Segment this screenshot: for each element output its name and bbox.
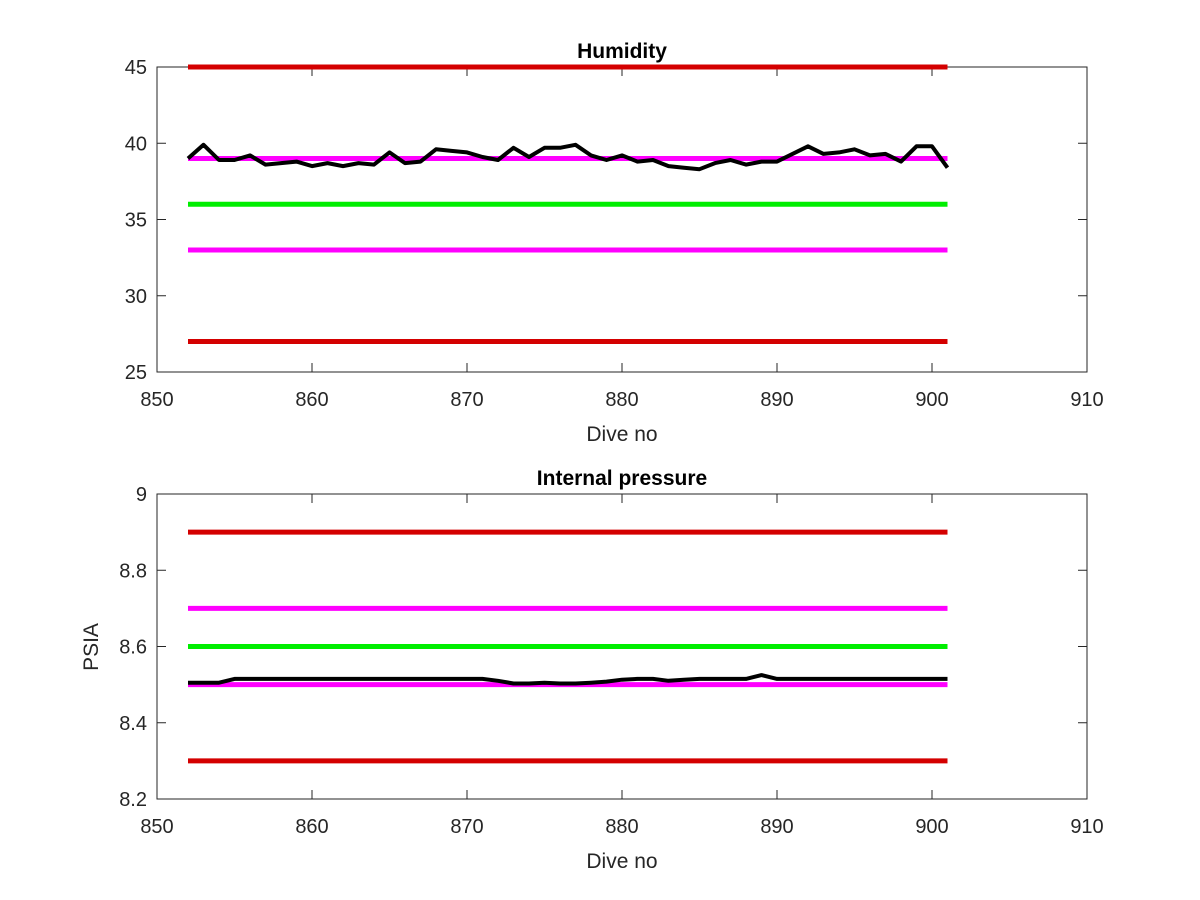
pressure-marks [188, 529, 948, 764]
humidity-x-tick-label: 860 [295, 389, 328, 411]
humidity-x-axis-label: Dive no [586, 423, 657, 446]
pressure-ticks: 850 860 870 880 890 900 910 8.2 8.4 8.6 8.8 9 [119, 484, 1104, 838]
humidity-y-tick-label: 25 [125, 362, 147, 384]
pressure-subplot: Internal pressure Dive no PSIA 850 860 870… [80, 467, 1104, 873]
humidity-y-tick-label: 30 [125, 286, 147, 308]
humidity-x-tick-label: 910 [1070, 389, 1103, 411]
pressure-x-tick-label: 910 [1070, 816, 1103, 838]
pressure-x-tick-label: 870 [450, 816, 483, 838]
humidity-title: Humidity [577, 40, 667, 63]
pressure-y-tick-label: 8.2 [119, 789, 147, 811]
humidity-marks [186, 64, 950, 344]
pressure-x-tick-label: 900 [915, 816, 948, 838]
humidity-y-tick-label: 40 [125, 133, 147, 155]
pressure-y-axis-label: PSIA [80, 623, 103, 671]
pressure-series-line [188, 673, 948, 686]
humidity-series-line [186, 142, 950, 172]
pressure-y-tick-label: 9 [136, 484, 147, 506]
pressure-y-tick-label: 8.6 [119, 637, 147, 659]
pressure-x-tick-label: 890 [760, 816, 793, 838]
humidity-x-tick-label: 850 [140, 389, 173, 411]
humidity-subplot: Humidity Dive no 850 860 870 880 890 900 910 25… [125, 40, 1104, 446]
pressure-y-tick-label: 8.4 [119, 713, 147, 735]
humidity-y-tick-label: 45 [125, 57, 147, 79]
pressure-x-tick-label: 860 [295, 816, 328, 838]
humidity-y-tick-label: 35 [125, 210, 147, 232]
humidity-x-tick-label: 890 [760, 389, 793, 411]
pressure-x-tick-label: 880 [605, 816, 638, 838]
pressure-title: Internal pressure [537, 467, 707, 490]
humidity-x-tick-label: 900 [915, 389, 948, 411]
pressure-x-tick-label: 850 [140, 816, 173, 838]
pressure-y-tick-label: 8.8 [119, 560, 147, 582]
humidity-ticks: 850 860 870 880 890 900 910 25 30 35 40 45 [125, 57, 1104, 411]
humidity-axes-frame [156, 66, 1088, 373]
pressure-x-axis-label: Dive no [586, 850, 657, 873]
humidity-x-tick-label: 880 [605, 389, 638, 411]
humidity-x-tick-label: 870 [450, 389, 483, 411]
